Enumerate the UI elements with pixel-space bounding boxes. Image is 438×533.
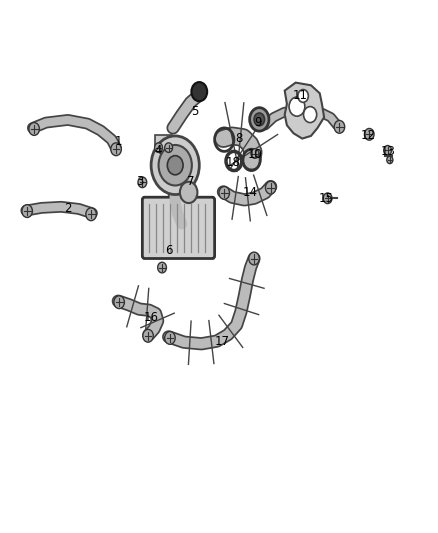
Circle shape [29,123,39,135]
Text: 15: 15 [319,192,334,205]
Text: 13: 13 [380,146,395,158]
Circle shape [384,146,392,155]
Circle shape [111,143,121,156]
Circle shape [387,156,393,164]
Circle shape [191,82,207,101]
Circle shape [251,149,259,158]
Circle shape [165,332,175,344]
Text: 10: 10 [247,148,262,161]
Text: 5: 5 [191,106,198,118]
Text: 12: 12 [360,130,375,142]
Circle shape [323,193,332,204]
Circle shape [138,177,147,188]
Circle shape [159,145,192,185]
Circle shape [180,182,198,203]
Circle shape [219,187,230,199]
Text: 6: 6 [165,244,173,257]
Circle shape [298,90,308,102]
Text: 14: 14 [243,187,258,199]
Text: 16: 16 [144,311,159,324]
Circle shape [155,143,162,152]
Circle shape [249,252,259,265]
Text: 3: 3 [137,175,144,188]
Text: 11: 11 [293,90,307,102]
Circle shape [86,208,96,221]
Circle shape [167,156,183,175]
Text: 2: 2 [64,203,72,215]
Text: 7: 7 [187,175,194,188]
Polygon shape [285,83,324,139]
Circle shape [289,97,305,116]
Circle shape [114,296,124,309]
Text: 4: 4 [154,144,162,157]
Circle shape [265,181,276,194]
Text: 17: 17 [215,335,230,348]
Circle shape [364,128,374,140]
Circle shape [250,108,269,131]
Text: 9: 9 [254,116,262,129]
Circle shape [304,107,317,123]
FancyBboxPatch shape [142,197,215,259]
Circle shape [334,120,345,133]
Circle shape [151,136,199,195]
Text: 8: 8 [235,132,242,145]
Circle shape [22,205,32,217]
Text: 18: 18 [226,156,240,169]
Bar [155,135,172,151]
Circle shape [158,262,166,273]
Circle shape [143,329,153,342]
Text: 1: 1 [114,135,122,148]
Circle shape [254,113,265,126]
Circle shape [165,143,173,152]
